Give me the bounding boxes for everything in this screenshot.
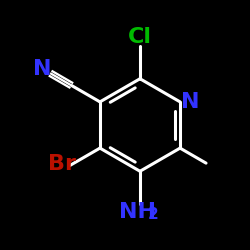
Text: Cl: Cl (128, 27, 152, 47)
Text: Br: Br (48, 154, 76, 174)
Text: N: N (181, 92, 199, 112)
Text: N: N (33, 59, 52, 79)
Text: 2: 2 (148, 207, 158, 222)
Text: NH: NH (119, 202, 156, 222)
